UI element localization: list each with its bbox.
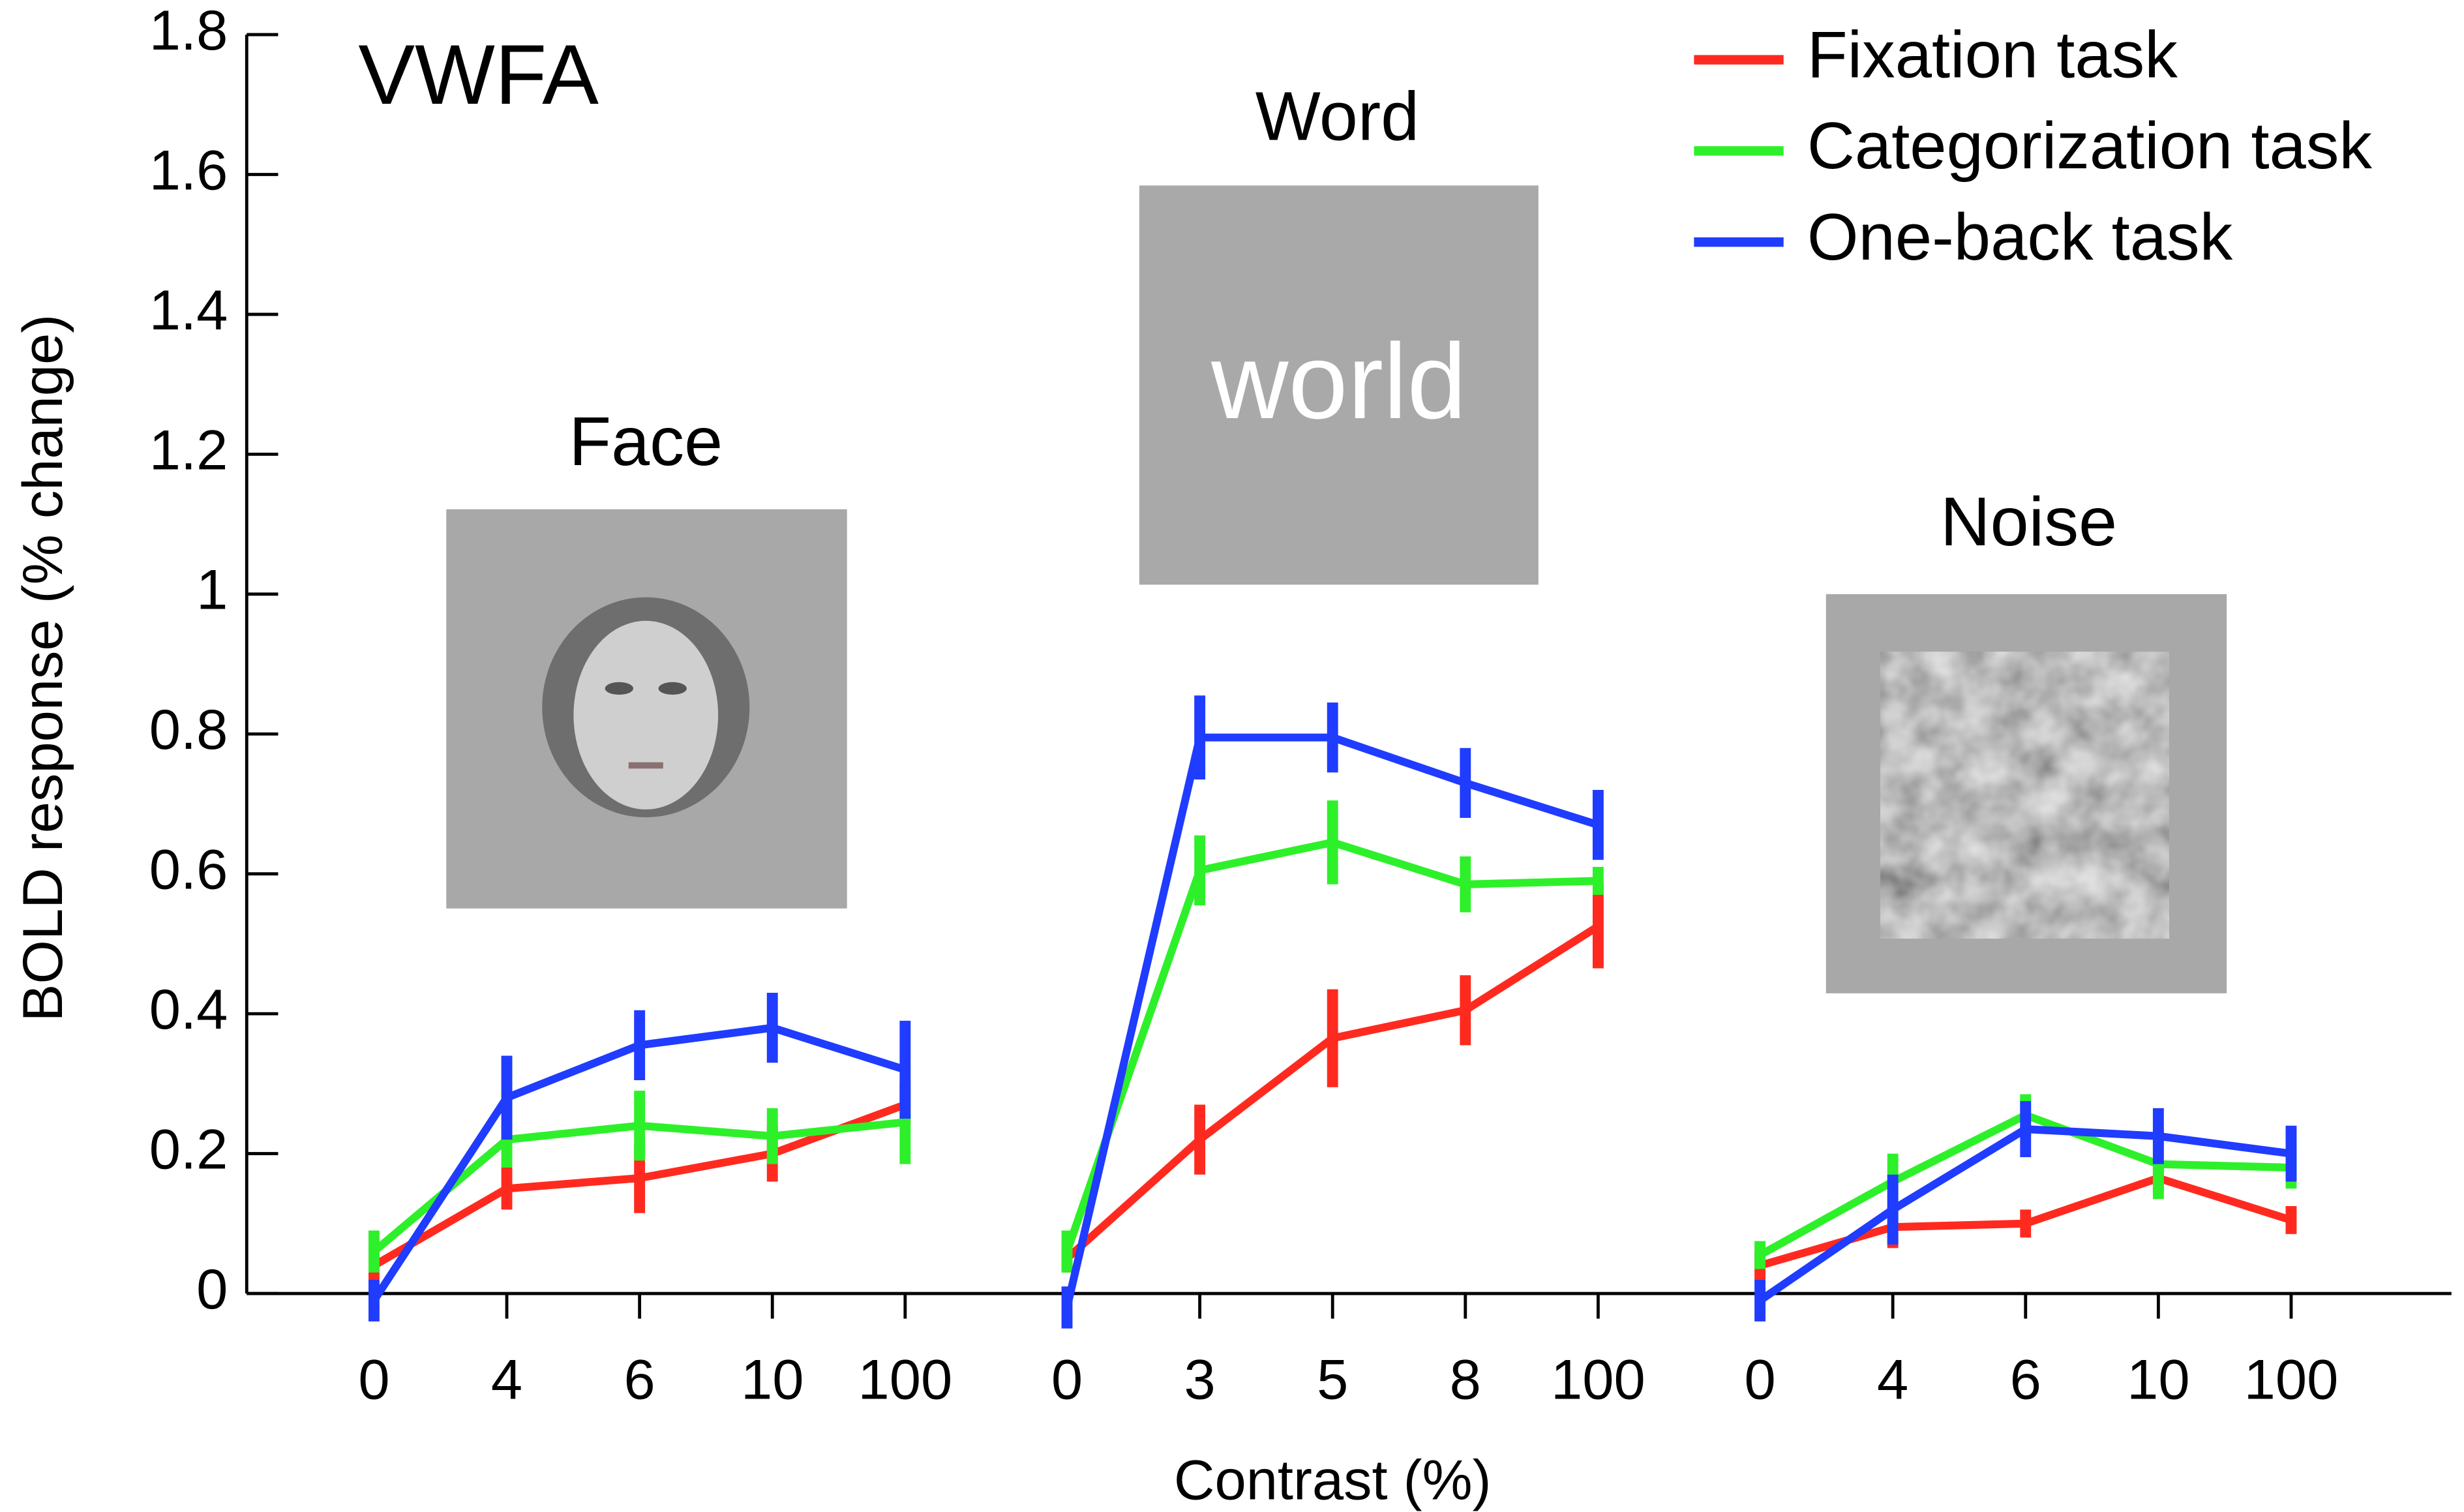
y-tick-label: 1.8 xyxy=(149,0,228,62)
legend-label: Fixation task xyxy=(1807,18,2178,91)
x-tick-label: 6 xyxy=(624,1348,655,1411)
x-tick-label: 0 xyxy=(1744,1348,1775,1411)
legend-label: One-back task xyxy=(1807,200,2233,274)
x-tick-label: 6 xyxy=(2010,1348,2041,1411)
group-label: Word xyxy=(1255,78,1419,155)
word-stimulus-text: world xyxy=(1210,322,1467,441)
chart-title: VWFA xyxy=(358,27,599,122)
y-tick-label: 0.6 xyxy=(149,838,228,901)
y-tick-label: 1.4 xyxy=(149,279,228,342)
x-axis-label: Contrast (%) xyxy=(1174,1449,1492,1512)
page: VWFA Contrast (%) BOLD response (% chang… xyxy=(0,0,2464,1512)
x-tick-label: 100 xyxy=(858,1348,952,1411)
x-tick-label: 4 xyxy=(1877,1348,1908,1411)
y-tick-label: 0.2 xyxy=(149,1117,228,1181)
x-tick-label: 4 xyxy=(491,1348,522,1411)
x-tick-label: 100 xyxy=(2244,1348,2339,1411)
x-tick-label: 5 xyxy=(1317,1348,1348,1411)
y-tick-label: 1.2 xyxy=(149,418,228,481)
legend-label: Categorization task xyxy=(1807,109,2373,183)
x-tick-label: 0 xyxy=(1051,1348,1083,1411)
y-axis-label: BOLD response (% change) xyxy=(11,314,74,1022)
x-tick-label: 10 xyxy=(741,1348,804,1411)
y-tick-label: 0 xyxy=(196,1258,228,1321)
y-tick-label: 1 xyxy=(196,558,228,622)
group-label: Face xyxy=(569,403,723,480)
chart: VWFA Contrast (%) BOLD response (% chang… xyxy=(0,0,2464,1512)
face-stimulus xyxy=(446,509,847,909)
y-tick-label: 1.6 xyxy=(149,138,228,202)
x-tick-label: 0 xyxy=(358,1348,389,1411)
group-label: Noise xyxy=(1940,483,2117,560)
x-tick-label: 10 xyxy=(2127,1348,2189,1411)
y-tick-label: 0.8 xyxy=(149,698,228,761)
noise-stimulus xyxy=(1826,594,2227,993)
x-tick-label: 8 xyxy=(1450,1348,1481,1411)
x-tick-label: 100 xyxy=(1551,1348,1645,1411)
x-tick-label: 3 xyxy=(1184,1348,1215,1411)
y-tick-label: 0.4 xyxy=(149,978,228,1041)
